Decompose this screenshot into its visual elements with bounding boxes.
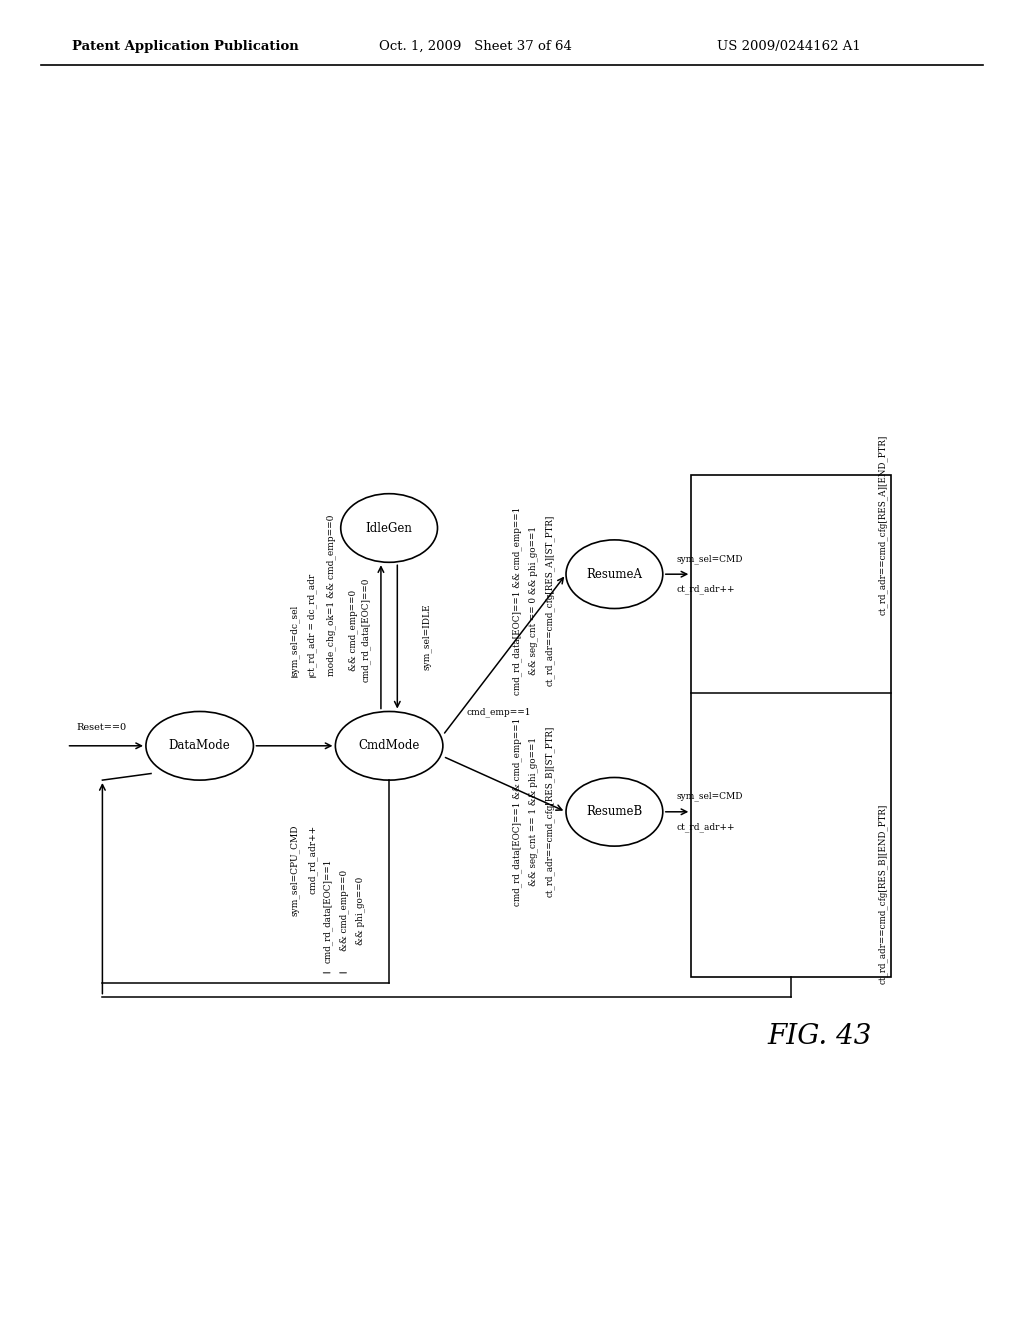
Text: && cmd_emp==0: && cmd_emp==0	[349, 590, 358, 671]
Text: ct_rd_adr++: ct_rd_adr++	[676, 585, 735, 594]
Text: ct_rd_adr==cmd_cfg[RES_A][ST_PTR]: ct_rd_adr==cmd_cfg[RES_A][ST_PTR]	[545, 515, 555, 686]
Bar	[691, 475, 891, 977]
Text: FIG. 43: FIG. 43	[767, 1023, 871, 1049]
Text: && cmd_emp==0: && cmd_emp==0	[339, 870, 349, 952]
Text: IdleGen: IdleGen	[366, 521, 413, 535]
Text: sym_sel=CMD: sym_sel=CMD	[676, 792, 742, 801]
Text: ct_rd_adr = dc_rd_adr: ct_rd_adr = dc_rd_adr	[307, 574, 317, 676]
Text: ct_rd_adr==cmd_cfg[RES_B][ST_PTR]: ct_rd_adr==cmd_cfg[RES_B][ST_PTR]	[545, 726, 555, 898]
Text: Patent Application Publication: Patent Application Publication	[72, 40, 298, 53]
Text: cmd_rd_adr++: cmd_rd_adr++	[307, 825, 317, 894]
Text: cmd_rd_data[EOC]==1 && cmd_emp==1: cmd_rd_data[EOC]==1 && cmd_emp==1	[512, 507, 522, 694]
Text: ct_rd_adr==cmd_cfg[RES_A][END_PTR]: ct_rd_adr==cmd_cfg[RES_A][END_PTR]	[878, 434, 888, 615]
Text: sym_sel=CMD: sym_sel=CMD	[676, 554, 742, 564]
Text: Oct. 1, 2009   Sheet 37 of 64: Oct. 1, 2009 Sheet 37 of 64	[379, 40, 571, 53]
Text: sym_sel=IDLE: sym_sel=IDLE	[422, 603, 431, 671]
Text: DataMode: DataMode	[169, 739, 230, 752]
Text: && seg_cnt == 0 && phi_go==1: && seg_cnt == 0 && phi_go==1	[528, 527, 539, 675]
Text: sym_sel=CPU_CMD: sym_sel=CPU_CMD	[290, 825, 299, 916]
Text: ct_rd_adr==cmd_cfg[RES_B][END_PTR]: ct_rd_adr==cmd_cfg[RES_B][END_PTR]	[878, 804, 888, 985]
Text: ct_rd_adr++: ct_rd_adr++	[676, 822, 735, 832]
Text: Reset==0: Reset==0	[77, 723, 127, 731]
Text: cmd_rd_data[EOC]==1 && cmd_emp==1: cmd_rd_data[EOC]==1 && cmd_emp==1	[512, 718, 522, 906]
Text: && phi_go==0: && phi_go==0	[355, 876, 366, 945]
Text: cmd_rd_data[EOC]==1: cmd_rd_data[EOC]==1	[323, 858, 333, 964]
Text: cmd_rd_data[EOC]==0: cmd_rd_data[EOC]==0	[361, 578, 371, 682]
Text: && seg_cnt == 1 && phi_go==1: && seg_cnt == 1 && phi_go==1	[528, 738, 539, 886]
Text: ResumeA: ResumeA	[587, 568, 642, 581]
Text: US 2009/0244162 A1: US 2009/0244162 A1	[717, 40, 860, 53]
Text: mode_chg_ok=1 && cmd_emp==0: mode_chg_ok=1 && cmd_emp==0	[326, 515, 336, 676]
Text: ResumeB: ResumeB	[587, 805, 642, 818]
Text: sym_sel=dc_sel: sym_sel=dc_sel	[290, 605, 299, 676]
Text: cmd_emp==1: cmd_emp==1	[467, 708, 531, 717]
Text: CmdMode: CmdMode	[358, 739, 420, 752]
